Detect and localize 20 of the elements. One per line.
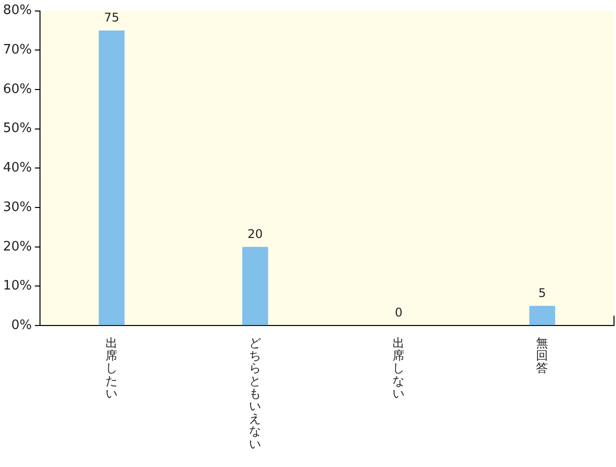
category-label: どちらともいえない <box>249 336 262 451</box>
y-tick-label: 30% <box>2 200 32 215</box>
y-tick-label: 10% <box>2 278 32 294</box>
x-tick-label: 出席したい <box>106 336 118 400</box>
data-label: 0 <box>394 306 403 320</box>
bar <box>98 30 125 326</box>
data-label: 20 <box>248 227 263 242</box>
data-label: 75 <box>104 10 120 25</box>
y-tick-label: 0% <box>11 318 32 333</box>
y-tick-label: 20% <box>2 239 32 254</box>
y-tick-label: 70% <box>2 42 32 58</box>
bar <box>242 246 268 326</box>
y-tick-label: 60% <box>2 82 32 97</box>
data-label: 5 <box>538 286 546 300</box>
x-tick-label: 無回答 <box>536 336 548 376</box>
y-tick-label: 80% <box>2 3 32 18</box>
x-tick-label: 出席しない <box>392 336 405 400</box>
y-tick-label: 50% <box>2 121 32 136</box>
bar <box>529 306 556 326</box>
y-tick-label: 40% <box>2 160 32 176</box>
